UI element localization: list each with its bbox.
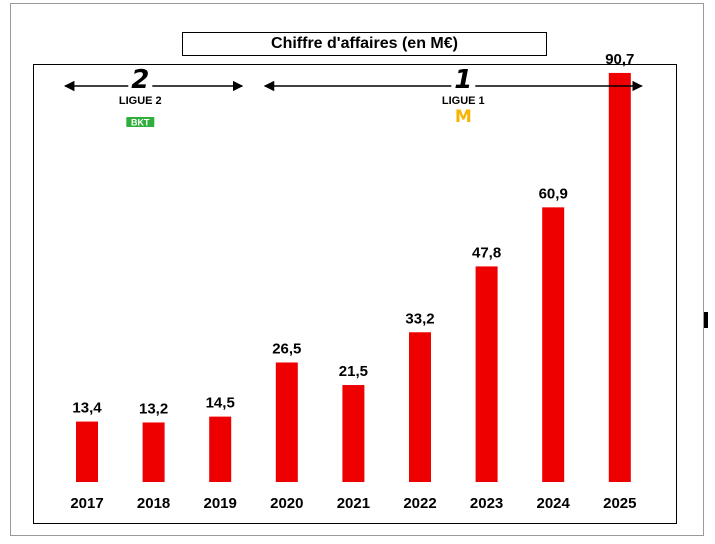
data-label-2023: 47,8 bbox=[472, 244, 501, 261]
sponsor-badge bbox=[126, 117, 155, 127]
x-tick-label-2018: 2018 bbox=[137, 495, 170, 512]
bar-2020 bbox=[275, 362, 298, 482]
x-tick-label-2017: 2017 bbox=[70, 495, 103, 512]
data-label-2021: 21,5 bbox=[339, 363, 368, 380]
bar-2025 bbox=[608, 72, 631, 483]
bar-2022 bbox=[409, 332, 431, 482]
bar-2018 bbox=[142, 422, 165, 482]
logo-backdrop bbox=[128, 66, 153, 90]
x-tick-label-2023: 2023 bbox=[470, 495, 503, 512]
league-name-label: LIGUE 2 bbox=[119, 95, 162, 107]
data-label-2024: 60,9 bbox=[539, 185, 568, 202]
bar-2019 bbox=[209, 416, 232, 482]
x-tick-label-2022: 2022 bbox=[403, 495, 436, 512]
league-logo-number-icon: 2 bbox=[131, 65, 149, 95]
bar-2024 bbox=[542, 207, 565, 482]
data-label-2025: 90,7 bbox=[605, 51, 634, 68]
bar-2021 bbox=[342, 385, 365, 482]
data-label-2017: 13,4 bbox=[72, 400, 102, 417]
league-name-label: LIGUE 1 bbox=[442, 95, 485, 107]
chart-frame bbox=[10, 3, 704, 536]
x-tick-label-2019: 2019 bbox=[204, 495, 237, 512]
league-logo-number-icon: 1 bbox=[454, 65, 472, 95]
data-label-2020: 26,5 bbox=[272, 340, 301, 357]
data-label-2022: 33,2 bbox=[405, 310, 434, 327]
edge-marker bbox=[704, 312, 708, 328]
sponsor-logo-text: BKT bbox=[131, 118, 150, 128]
x-tick-label-2020: 2020 bbox=[270, 495, 303, 512]
chart-title: Chiffre d'affaires (en M€) bbox=[182, 32, 547, 56]
x-tick-label-2025: 2025 bbox=[603, 495, 636, 512]
data-label-2019: 14,5 bbox=[206, 395, 235, 412]
plot-area bbox=[33, 64, 677, 524]
data-label-2018: 13,2 bbox=[139, 400, 168, 417]
bar-2017 bbox=[76, 421, 98, 482]
x-tick-label-2024: 2024 bbox=[537, 495, 571, 512]
sponsor-logo-icon: M bbox=[455, 107, 472, 127]
logo-backdrop bbox=[451, 66, 476, 90]
bar-2023 bbox=[475, 266, 498, 482]
x-tick-label-2021: 2021 bbox=[337, 495, 370, 512]
